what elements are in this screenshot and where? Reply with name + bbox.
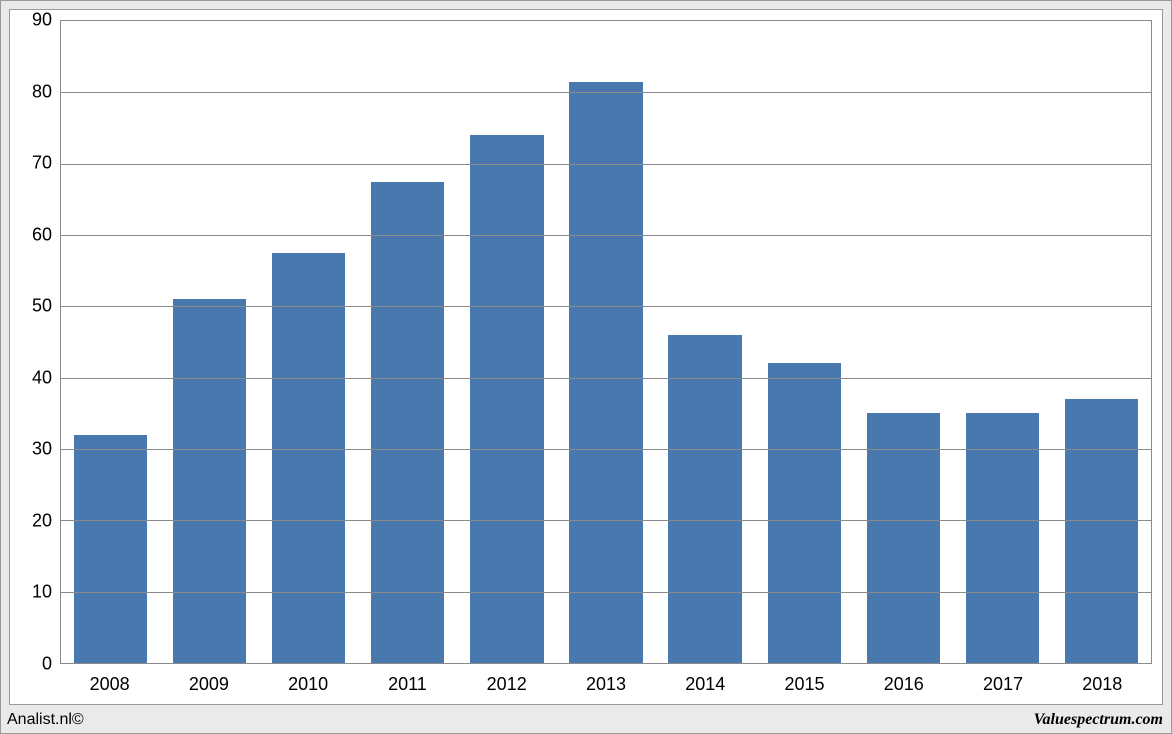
footer-left-brand: Analist.nl© [7, 711, 84, 729]
chart-panel: 0 10 20 30 40 50 60 70 80 90 20082009201020112012… [9, 9, 1163, 705]
bar [867, 413, 940, 663]
bar-slot [457, 21, 556, 663]
bar-slot [259, 21, 358, 663]
x-tick-label: 2014 [656, 666, 755, 704]
y-tick-label: 30 [32, 439, 52, 460]
gridline [61, 306, 1151, 307]
bar-slot [1052, 21, 1151, 663]
y-tick-label: 0 [42, 654, 52, 675]
x-tick-label: 2013 [556, 666, 655, 704]
bars-container [61, 21, 1151, 663]
y-tick-label: 10 [32, 582, 52, 603]
bar-slot [755, 21, 854, 663]
bar-slot [854, 21, 953, 663]
y-tick-label: 90 [32, 10, 52, 31]
bar [768, 363, 841, 663]
y-tick-label: 40 [32, 367, 52, 388]
bar [966, 413, 1039, 663]
x-tick-label: 2009 [159, 666, 258, 704]
gridline [61, 378, 1151, 379]
gridline [61, 592, 1151, 593]
y-tick-label: 50 [32, 296, 52, 317]
gridline [61, 235, 1151, 236]
bar-slot [656, 21, 755, 663]
y-tick-label: 70 [32, 153, 52, 174]
bar-slot [160, 21, 259, 663]
y-tick-label: 60 [32, 224, 52, 245]
plot-area [60, 20, 1152, 664]
x-tick-label: 2010 [259, 666, 358, 704]
gridline [61, 92, 1151, 93]
bar-slot [61, 21, 160, 663]
bar [173, 299, 246, 663]
gridline [61, 449, 1151, 450]
x-tick-label: 2017 [953, 666, 1052, 704]
gridline [61, 164, 1151, 165]
bar-slot [953, 21, 1052, 663]
gridline [61, 520, 1151, 521]
x-tick-label: 2018 [1053, 666, 1152, 704]
x-tick-label: 2008 [60, 666, 159, 704]
bar [470, 135, 543, 663]
x-axis: 2008200920102011201220132014201520162017… [60, 666, 1152, 704]
y-axis: 0102030405060708090 [10, 20, 58, 664]
bar [569, 82, 642, 663]
bar [1065, 399, 1138, 663]
x-tick-label: 2012 [457, 666, 556, 704]
bar [74, 435, 147, 663]
bar-slot [358, 21, 457, 663]
x-tick-label: 2011 [358, 666, 457, 704]
bar [272, 253, 345, 663]
bar-slot [556, 21, 655, 663]
y-tick-label: 20 [32, 510, 52, 531]
x-tick-label: 2015 [755, 666, 854, 704]
bar [668, 335, 741, 663]
y-tick-label: 80 [32, 81, 52, 102]
x-tick-label: 2016 [854, 666, 953, 704]
footer-right-brand: Valuespectrum.com [1034, 711, 1163, 729]
chart-frame: 0 10 20 30 40 50 60 70 80 90 20082009201020112012… [0, 0, 1172, 734]
